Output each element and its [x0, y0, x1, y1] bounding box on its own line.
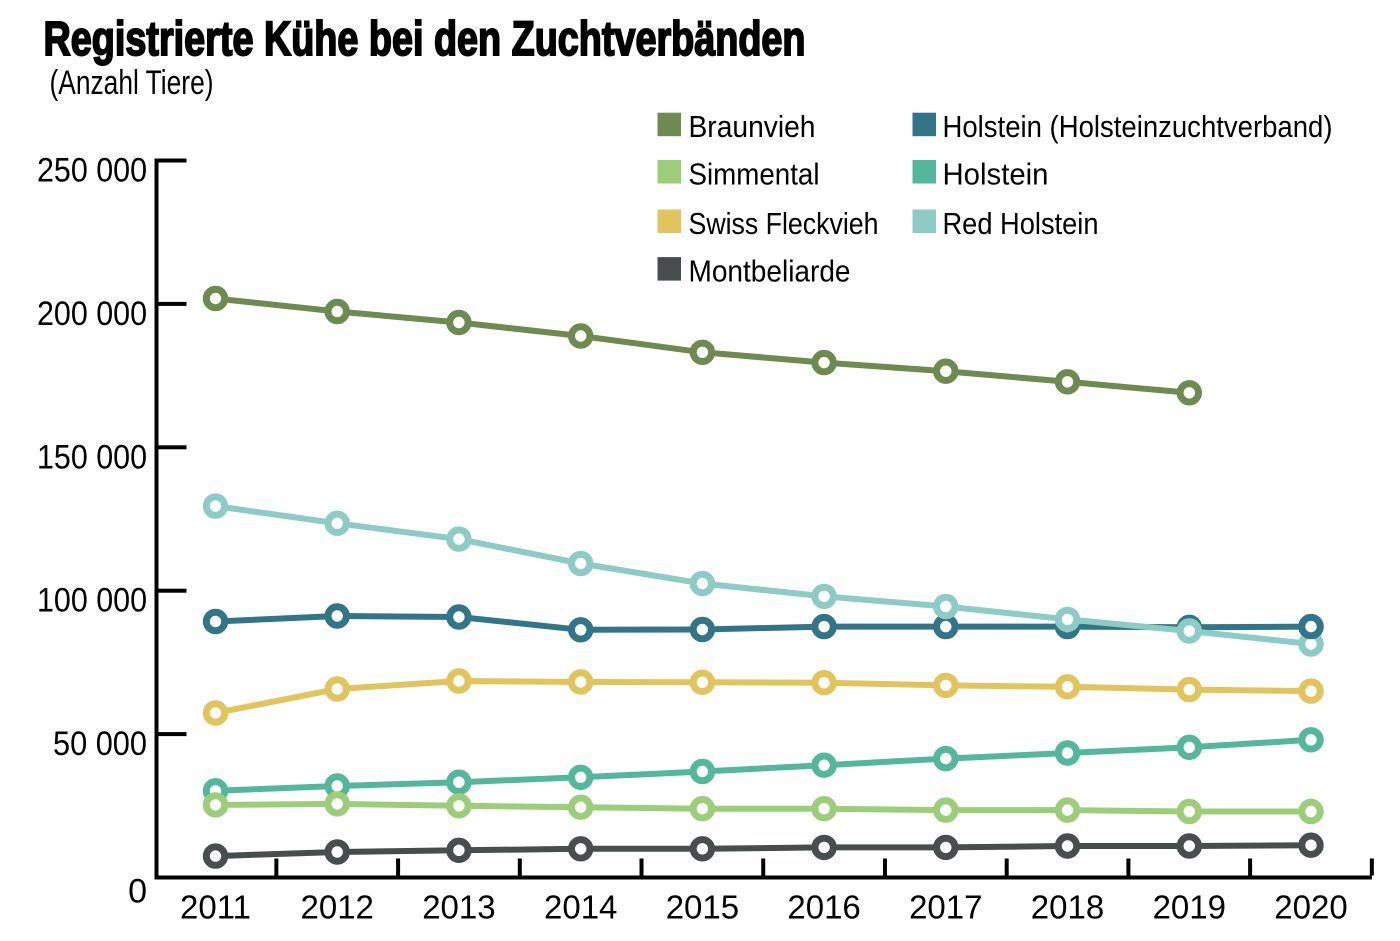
svg-text:100 000: 100 000 [37, 582, 147, 620]
svg-text:250 000: 250 000 [37, 152, 147, 190]
svg-text:2014: 2014 [544, 889, 617, 926]
svg-text:200 000: 200 000 [37, 295, 147, 333]
svg-text:Swiss Fleckvieh: Swiss Fleckvieh [689, 207, 879, 241]
svg-text:150 000: 150 000 [37, 438, 147, 476]
svg-text:2013: 2013 [422, 889, 495, 926]
svg-text:2017: 2017 [909, 889, 982, 926]
svg-text:2018: 2018 [1031, 889, 1104, 926]
svg-text:2012: 2012 [300, 889, 373, 926]
svg-text:Registrierte Kühe bei den Zuch: Registrierte Kühe bei den Zuchtverbänden [44, 13, 806, 66]
svg-text:Holstein (Holsteinzuchtverband: Holstein (Holsteinzuchtverband) [943, 110, 1333, 144]
svg-text:Montbeliarde: Montbeliarde [689, 255, 851, 289]
svg-text:Red Holstein: Red Holstein [943, 207, 1099, 241]
svg-text:Simmental: Simmental [689, 158, 820, 192]
svg-text:Braunvieh: Braunvieh [689, 110, 816, 144]
svg-text:2016: 2016 [787, 889, 860, 926]
svg-text:(Anzahl Tiere): (Anzahl Tiere) [50, 64, 214, 102]
svg-text:2019: 2019 [1153, 889, 1226, 926]
svg-text:50 000: 50 000 [53, 725, 147, 763]
svg-text:2015: 2015 [666, 889, 739, 926]
svg-text:0: 0 [128, 873, 147, 911]
svg-text:2020: 2020 [1274, 889, 1347, 926]
svg-text:2011: 2011 [180, 889, 251, 926]
svg-text:Holstein: Holstein [943, 158, 1049, 192]
